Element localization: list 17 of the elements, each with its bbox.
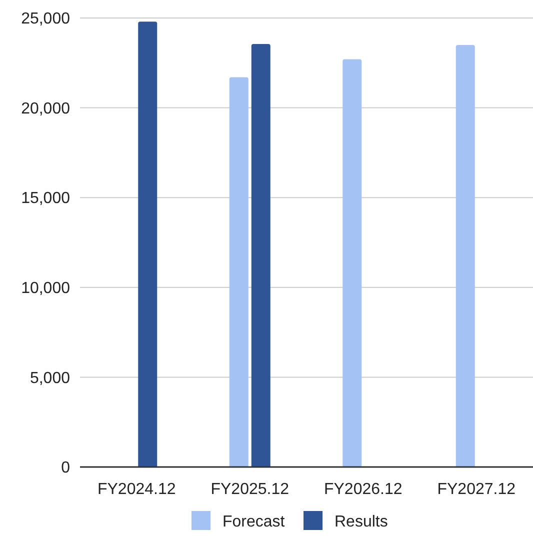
y-tick-label: 0 [61, 460, 70, 477]
x-tick-label: FY2026.12 [324, 481, 402, 498]
bar [229, 77, 248, 467]
y-tick-label: 10,000 [21, 280, 70, 297]
bar [138, 22, 158, 467]
y-tick-label: 5,000 [30, 370, 70, 387]
bar [456, 44, 475, 467]
x-tick-label: FY2024.12 [97, 481, 176, 498]
bar [251, 44, 270, 467]
x-tick-label: FY2025.12 [210, 481, 290, 498]
legend-label: Forecast [222, 514, 286, 531]
legend-label: Results [334, 514, 388, 531]
y-tick-label: 25,000 [21, 10, 70, 28]
y-tick-label: 20,000 [21, 100, 70, 118]
bar [342, 59, 362, 467]
x-tick-label: FY2027.12 [437, 481, 516, 498]
y-tick-label: 15,000 [21, 190, 70, 208]
